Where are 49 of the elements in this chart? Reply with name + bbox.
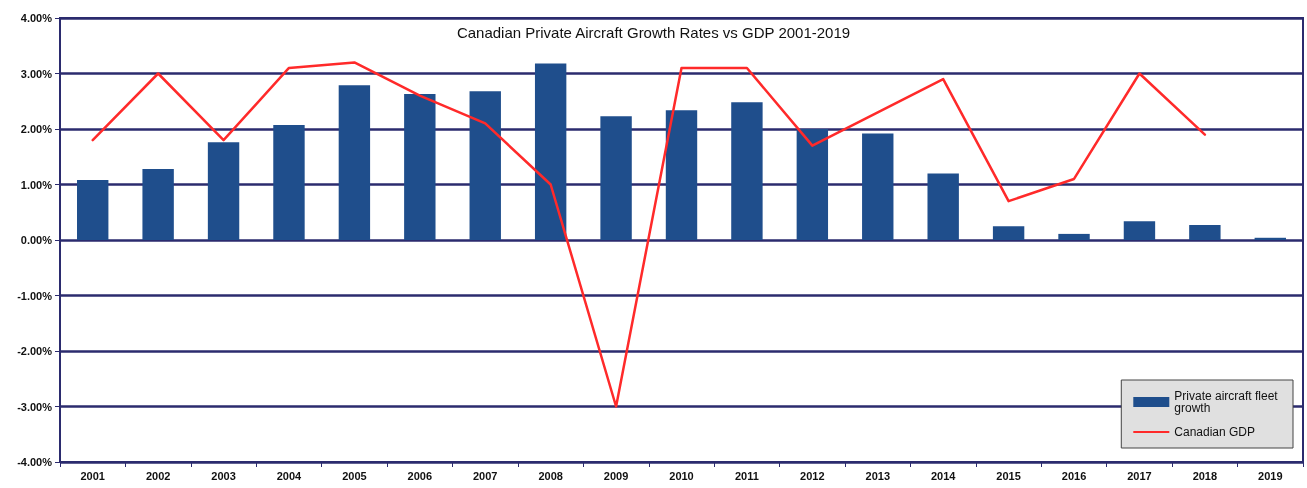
- bar: [1189, 225, 1221, 240]
- y-tick-label: 0.00%: [20, 234, 53, 246]
- x-tick-label: 2010: [669, 469, 694, 482]
- x-tick-label: 2004: [276, 469, 303, 482]
- bar: [469, 91, 501, 240]
- y-tick-label: 2.00%: [20, 123, 53, 135]
- y-tick-label: -4.00%: [17, 456, 53, 468]
- bar: [207, 142, 240, 240]
- bar: [77, 180, 109, 240]
- y-tick-label: -2.00%: [17, 345, 53, 357]
- bar: [534, 63, 567, 240]
- bar: [142, 168, 174, 240]
- x-tick-label: 2016: [1061, 469, 1087, 482]
- x-tick-label: 2003: [211, 469, 236, 482]
- bar: [1058, 233, 1090, 240]
- bar: [404, 94, 436, 240]
- bar: [665, 110, 698, 240]
- y-tick-label: -3.00%: [17, 400, 53, 413]
- bar: [731, 102, 763, 240]
- bar: [992, 226, 1025, 240]
- bar: [273, 125, 305, 240]
- x-tick-label: 2001: [80, 469, 105, 482]
- x-tick-label: 2019: [1258, 469, 1283, 482]
- bar: [338, 85, 371, 240]
- x-tick-label: 2009: [603, 469, 629, 482]
- x-tick-label: 2008: [538, 469, 563, 482]
- x-tick-label: 2018: [1192, 469, 1218, 482]
- y-tick-label: 4.00%: [20, 12, 53, 24]
- x-tick-label: 2002: [145, 469, 171, 482]
- legend-label: Private aircraft fleet growth: [1174, 389, 1282, 415]
- x-tick-label: 2015: [996, 469, 1021, 482]
- x-tick-label: 2014: [930, 469, 957, 482]
- x-tick-label: 2012: [800, 469, 825, 482]
- legend-label: Canadian GDP: [1174, 425, 1256, 439]
- x-tick-label: 2011: [734, 469, 759, 482]
- y-tick-label: -1.00%: [17, 289, 53, 302]
- bar: [927, 173, 959, 240]
- y-tick-label: 3.00%: [20, 67, 53, 80]
- bar: [600, 116, 632, 240]
- chart-title: Canadian Private Aircraft Growth Rates vs GDP 2001-2019: [456, 24, 851, 41]
- x-tick-label: 2013: [865, 469, 891, 482]
- x-tick-label: 2005: [342, 469, 367, 482]
- y-tick-label: 1.00%: [20, 178, 53, 191]
- bar: [1123, 221, 1156, 240]
- x-tick-label: 2006: [407, 469, 433, 482]
- x-tick-label: 2017: [1127, 469, 1152, 482]
- bar: [862, 133, 894, 240]
- x-tick-label: 2007: [472, 469, 498, 482]
- bar: [796, 129, 829, 240]
